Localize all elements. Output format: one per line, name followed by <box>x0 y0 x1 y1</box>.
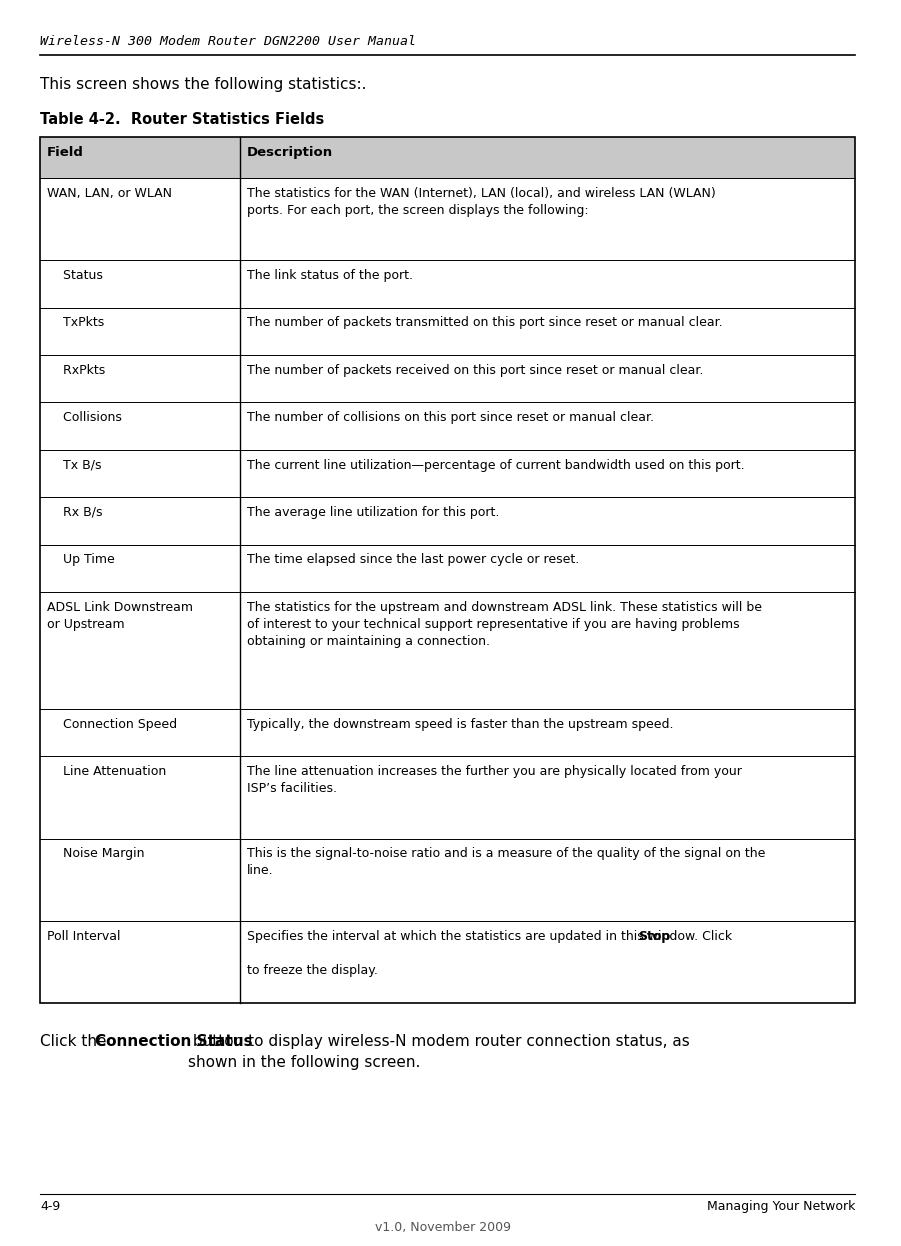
Text: to freeze the display.: to freeze the display. <box>247 964 378 977</box>
Bar <box>40 137 855 178</box>
Text: Status: Status <box>47 269 103 282</box>
Text: WAN, LAN, or WLAN: WAN, LAN, or WLAN <box>47 187 172 199</box>
Text: Tx B/s: Tx B/s <box>47 459 102 471</box>
Text: This screen shows the following statistics:.: This screen shows the following statisti… <box>40 77 367 92</box>
Text: The number of packets received on this port since reset or manual clear.: The number of packets received on this p… <box>247 364 703 376</box>
Text: Typically, the downstream speed is faster than the upstream speed.: Typically, the downstream speed is faste… <box>247 718 673 730</box>
Text: The link status of the port.: The link status of the port. <box>247 269 413 282</box>
Text: Rx B/s: Rx B/s <box>47 506 103 518</box>
Text: Poll Interval: Poll Interval <box>47 930 121 942</box>
Text: Connection Speed: Connection Speed <box>47 718 177 730</box>
Text: RxPkts: RxPkts <box>47 364 105 376</box>
Text: The statistics for the WAN (Internet), LAN (local), and wireless LAN (WLAN)
port: The statistics for the WAN (Internet), L… <box>247 187 715 217</box>
Text: Up Time: Up Time <box>47 553 114 566</box>
Text: The time elapsed since the last power cycle or reset.: The time elapsed since the last power cy… <box>247 553 579 566</box>
Text: Line Attenuation: Line Attenuation <box>47 765 167 778</box>
Text: The number of collisions on this port since reset or manual clear.: The number of collisions on this port si… <box>247 411 654 424</box>
Text: The average line utilization for this port.: The average line utilization for this po… <box>247 506 499 518</box>
Text: Noise Margin: Noise Margin <box>47 847 144 860</box>
Text: Table 4-2.  Router Statistics Fields: Table 4-2. Router Statistics Fields <box>40 112 324 127</box>
Text: Specifies the interval at which the statistics are updated in this window. Click: Specifies the interval at which the stat… <box>247 930 736 942</box>
Text: The statistics for the upstream and downstream ADSL link. These statistics will : The statistics for the upstream and down… <box>247 601 762 648</box>
Text: Click the: Click the <box>40 1034 111 1049</box>
Text: Description: Description <box>247 146 333 158</box>
Text: button to display wireless-N modem router connection status, as
shown in the fol: button to display wireless-N modem route… <box>188 1034 690 1070</box>
Text: Collisions: Collisions <box>47 411 122 424</box>
Text: v1.0, November 2009: v1.0, November 2009 <box>375 1221 511 1234</box>
Text: TxPkts: TxPkts <box>47 316 105 329</box>
Text: Wireless-N 300 Modem Router DGN2200 User Manual: Wireless-N 300 Modem Router DGN2200 User… <box>40 35 416 47</box>
Text: The number of packets transmitted on this port since reset or manual clear.: The number of packets transmitted on thi… <box>247 316 723 329</box>
Text: Field: Field <box>47 146 84 158</box>
Text: Stop: Stop <box>638 930 670 942</box>
Text: This is the signal-to-noise ratio and is a measure of the quality of the signal : This is the signal-to-noise ratio and is… <box>247 847 765 877</box>
Text: 4-9: 4-9 <box>40 1200 60 1212</box>
Text: The line attenuation increases the further you are physically located from your
: The line attenuation increases the furth… <box>247 765 742 795</box>
Text: Connection Status: Connection Status <box>95 1034 252 1049</box>
Text: The current line utilization—percentage of current bandwidth used on this port.: The current line utilization—percentage … <box>247 459 744 471</box>
Text: ADSL Link Downstream
or Upstream: ADSL Link Downstream or Upstream <box>47 601 193 630</box>
Bar <box>40 137 855 1003</box>
Text: Managing Your Network: Managing Your Network <box>707 1200 855 1212</box>
